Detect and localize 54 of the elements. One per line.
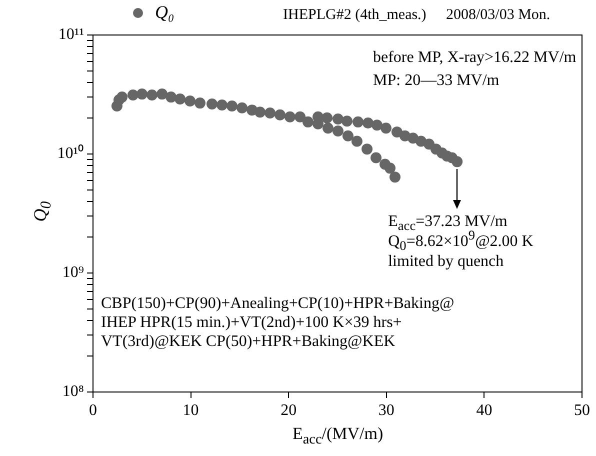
x-tick-label: 0 — [89, 402, 97, 419]
point — [351, 136, 362, 147]
point — [362, 118, 374, 129]
annotation: MP: 20—33 MV/m — [373, 71, 500, 90]
chart-subtitle: 2008/03/03 Mon. — [446, 6, 550, 25]
y-tick-label: 10¹¹ — [58, 26, 84, 44]
legend-label: Q₀ — [155, 2, 174, 23]
point — [128, 90, 138, 101]
point — [216, 100, 228, 111]
x-tick-label: 40 — [476, 402, 492, 419]
point — [184, 95, 196, 106]
point — [384, 162, 396, 174]
point — [342, 130, 354, 142]
point — [174, 93, 186, 104]
point — [146, 90, 158, 101]
point — [332, 113, 344, 124]
point — [452, 156, 463, 168]
point — [274, 109, 286, 120]
point — [322, 112, 333, 124]
x-axis-title: E$_{acc}$/(MV/m) — [292, 424, 384, 448]
annotation: limited by quench — [388, 252, 504, 271]
y-tick-label: 10⁸ — [62, 383, 84, 400]
point — [264, 108, 276, 119]
point — [156, 88, 168, 100]
point — [236, 102, 248, 114]
x-tick-label: 20 — [280, 402, 297, 419]
point — [370, 152, 382, 164]
point — [322, 122, 334, 134]
point — [372, 120, 383, 131]
chart-title: IHEPLG#2 (4th_meas.) — [283, 6, 426, 25]
y-tick-label: 10⁹ — [62, 264, 84, 282]
point — [166, 92, 177, 103]
x-tick-label: 30 — [378, 402, 394, 419]
point — [116, 92, 128, 103]
point — [226, 100, 238, 112]
point — [254, 106, 266, 118]
point — [284, 111, 296, 122]
point — [380, 122, 392, 134]
point — [332, 126, 344, 137]
point — [302, 116, 314, 128]
point — [362, 144, 373, 155]
point — [341, 116, 352, 127]
point — [294, 111, 306, 122]
point — [352, 116, 364, 128]
point — [391, 126, 402, 138]
point — [206, 98, 218, 110]
annotation: before MP, X-ray>16.22 MV/m — [373, 48, 576, 67]
x-tick-label: 10 — [182, 402, 199, 419]
point — [390, 172, 401, 183]
annotation: CBP(150)+CP(90)+Anealing+CP(10)+HPR+Baking@ IHEP HPR(15 min.)+VT(2nd)+100 K×39 hrs+ VT(3rd)@KEK CP(50)+HPR+Baking@KEK — [101, 294, 454, 351]
point — [136, 88, 148, 100]
x-tick-label: 50 — [574, 402, 590, 419]
y-tick-label: 10¹⁰ — [57, 144, 84, 162]
point — [194, 98, 206, 109]
